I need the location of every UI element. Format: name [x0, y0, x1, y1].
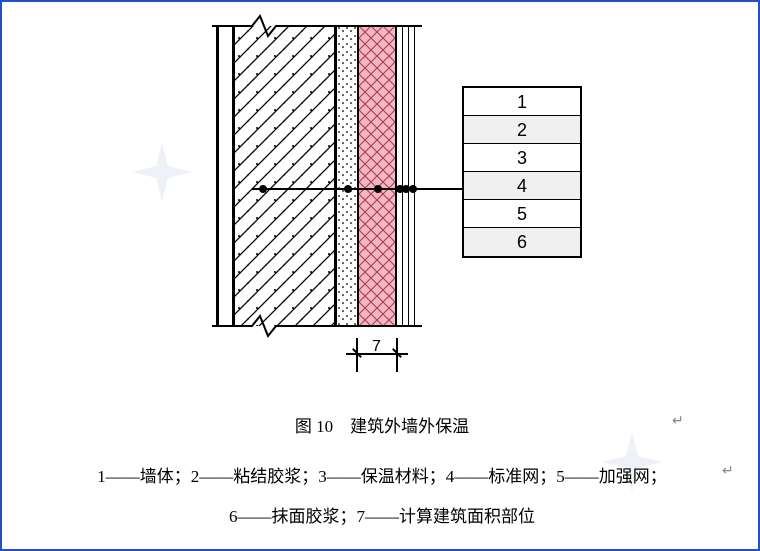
break-line-top	[212, 22, 422, 50]
dimension-text: 7	[372, 338, 381, 356]
legend-line-2: 6——抹面胶浆；7——计算建筑面积部位	[2, 502, 760, 527]
label-row-4: 4	[462, 172, 582, 200]
hatch-concrete	[235, 26, 334, 326]
leader-dot-2	[344, 185, 352, 193]
legend-line-1: 1——墙体；2——粘结胶浆；3——保温材料；4——标准网；5——加强网；	[2, 462, 760, 487]
leader-dot-3	[374, 185, 382, 193]
layer-bonding-mortar	[337, 26, 359, 326]
label-row-3: 3	[462, 144, 582, 172]
label-row-1: 1	[462, 88, 582, 116]
figure-caption: 图 10 建筑外墙外保温	[2, 412, 760, 437]
layer-label-table: 1 2 3 4 5 6	[462, 86, 582, 258]
layer-wall-body	[232, 26, 337, 326]
cross-section-diagram: 1 2 3 4 5 6 7	[2, 26, 760, 396]
label-row-6: 6	[462, 228, 582, 256]
dimension-7: 7	[350, 336, 410, 386]
leader-dot-6	[409, 185, 417, 193]
layer-render-mortar	[409, 26, 415, 326]
paragraph-mark-icon: ↵	[672, 412, 684, 429]
label-row-2: 2	[462, 116, 582, 144]
figure-number: 图 10	[295, 417, 333, 436]
break-line-bottom	[212, 306, 422, 334]
figure-title: 建筑外墙外保温	[350, 417, 469, 436]
layer-insulation	[359, 26, 397, 326]
leader-dot-1	[259, 185, 267, 193]
leader-line	[252, 188, 465, 190]
label-row-5: 5	[462, 200, 582, 228]
paragraph-mark-icon: ↵	[722, 462, 734, 479]
outline-left-edge	[216, 26, 219, 326]
